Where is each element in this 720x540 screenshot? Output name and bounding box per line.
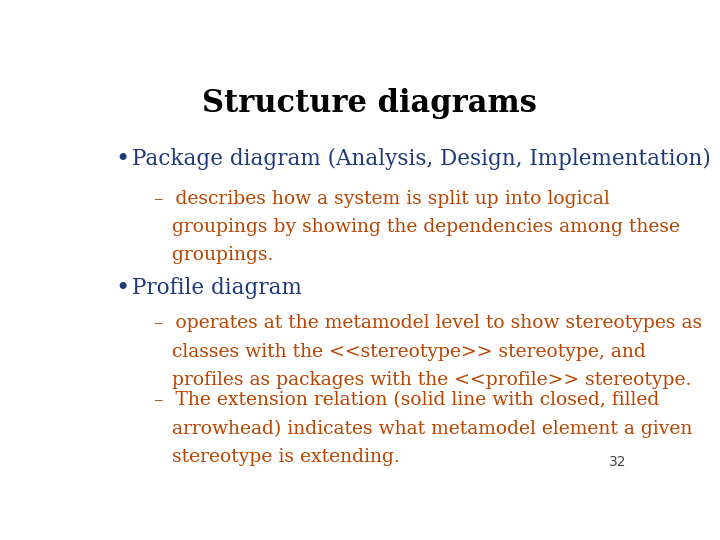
Text: profiles as packages with the <<profile>> stereotype.: profiles as packages with the <<profile>…: [154, 371, 691, 389]
Text: 32: 32: [609, 455, 627, 469]
Text: arrowhead) indicates what metamodel element a given: arrowhead) indicates what metamodel elem…: [154, 420, 693, 438]
Text: •: •: [115, 148, 130, 171]
Text: •: •: [115, 277, 130, 300]
Text: –  describes how a system is split up into logical: – describes how a system is split up int…: [154, 190, 610, 207]
Text: groupings by showing the dependencies among these: groupings by showing the dependencies am…: [154, 218, 680, 236]
Text: classes with the <<stereotype>> stereotype, and: classes with the <<stereotype>> stereoty…: [154, 342, 646, 361]
Text: Package diagram (Analysis, Design, Implementation): Package diagram (Analysis, Design, Imple…: [132, 148, 711, 170]
Text: –  operates at the metamodel level to show stereotypes as: – operates at the metamodel level to sho…: [154, 314, 702, 332]
Text: groupings.: groupings.: [154, 246, 274, 264]
Text: Profile diagram: Profile diagram: [132, 277, 302, 299]
Text: Structure diagrams: Structure diagrams: [202, 87, 536, 119]
Text: –  The extension relation (solid line with closed, filled: – The extension relation (solid line wit…: [154, 391, 660, 409]
Text: stereotype is extending.: stereotype is extending.: [154, 448, 400, 466]
